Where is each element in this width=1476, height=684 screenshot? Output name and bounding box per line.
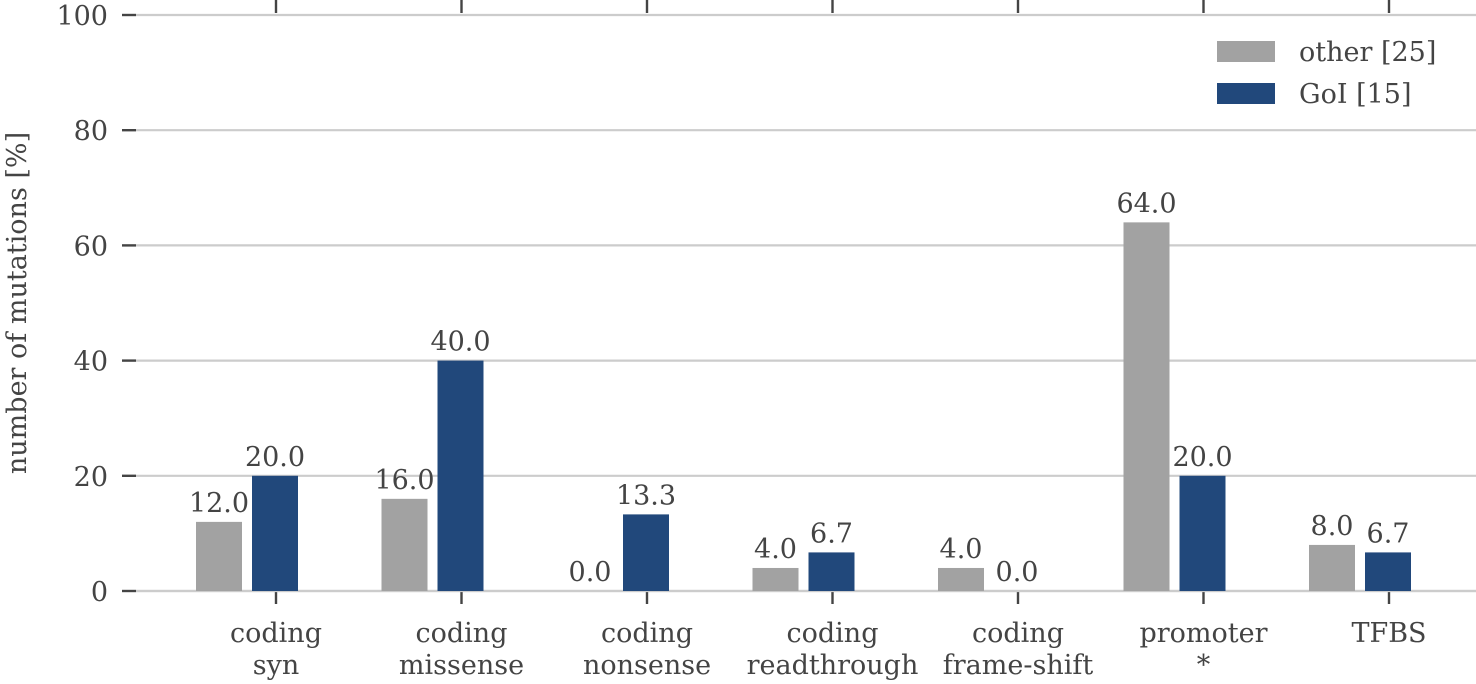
data-labels: 12.0 20.0 16.0 40.0 0.0 13.3 4.0 6.7 4.0 0.0 64.0 2…	[189, 188, 1410, 588]
data-label: 0.0	[569, 557, 612, 588]
x-tick-label: readthrough	[747, 650, 919, 681]
bar	[752, 567, 799, 591]
data-label: 13.3	[616, 480, 676, 511]
bar	[1123, 222, 1170, 592]
bars	[196, 222, 1411, 592]
x-tick-label: *	[1197, 650, 1211, 681]
data-label: 40.0	[430, 327, 490, 358]
data-label: 20.0	[1172, 442, 1232, 473]
data-label: 4.0	[754, 534, 797, 565]
x-tick-label: coding	[416, 618, 508, 649]
y-tick-label: 0	[91, 577, 108, 608]
x-tick-labels: codingsyncodingmissensecodingnonsensecod…	[230, 618, 1427, 681]
legend: other [25] GoI [15]	[1217, 37, 1436, 110]
x-tick-label: nonsense	[583, 650, 711, 681]
legend-label: other [25]	[1299, 37, 1436, 68]
bar	[1179, 475, 1226, 591]
data-label: 0.0	[996, 557, 1039, 588]
data-label: 8.0	[1311, 511, 1354, 542]
data-label: 64.0	[1116, 188, 1176, 219]
x-tick-label: coding	[787, 618, 879, 649]
data-label: 20.0	[245, 442, 305, 473]
bar	[437, 360, 484, 591]
data-label: 16.0	[374, 465, 434, 496]
x-tick-label: TFBS	[1351, 618, 1426, 649]
legend-swatch	[1217, 41, 1275, 62]
y-tick-label: 80	[74, 116, 108, 147]
x-tick-label: missense	[399, 650, 524, 681]
x-tick-label: coding	[972, 618, 1064, 649]
bar	[252, 475, 298, 591]
x-tick-label: coding	[230, 618, 322, 649]
y-tick-label: 40	[74, 347, 108, 378]
legend-swatch	[1217, 83, 1275, 104]
data-label: 12.0	[189, 488, 249, 519]
bar	[623, 514, 669, 591]
bar	[1309, 544, 1355, 591]
bar	[196, 521, 242, 591]
y-tick-label: 100	[56, 1, 108, 32]
x-tick-label: syn	[253, 650, 300, 681]
bar	[1365, 552, 1411, 591]
x-tick-label: coding	[601, 618, 693, 649]
y-tick-label: 60	[74, 231, 108, 262]
bar	[808, 552, 855, 591]
axes: 0 20 40 60 80 100	[56, 0, 1476, 608]
y-tick-label: 20	[74, 462, 108, 493]
data-label: 4.0	[940, 534, 983, 565]
bar	[938, 567, 984, 591]
legend-label: GoI [15]	[1299, 79, 1412, 110]
bar	[381, 498, 428, 591]
data-label: 6.7	[1367, 518, 1410, 549]
x-tick-label: frame-shift	[943, 650, 1094, 681]
y-axis-title: number of mutations [%]	[2, 132, 33, 474]
data-label: 6.7	[810, 518, 853, 549]
x-tick-label: promoter	[1139, 618, 1267, 649]
